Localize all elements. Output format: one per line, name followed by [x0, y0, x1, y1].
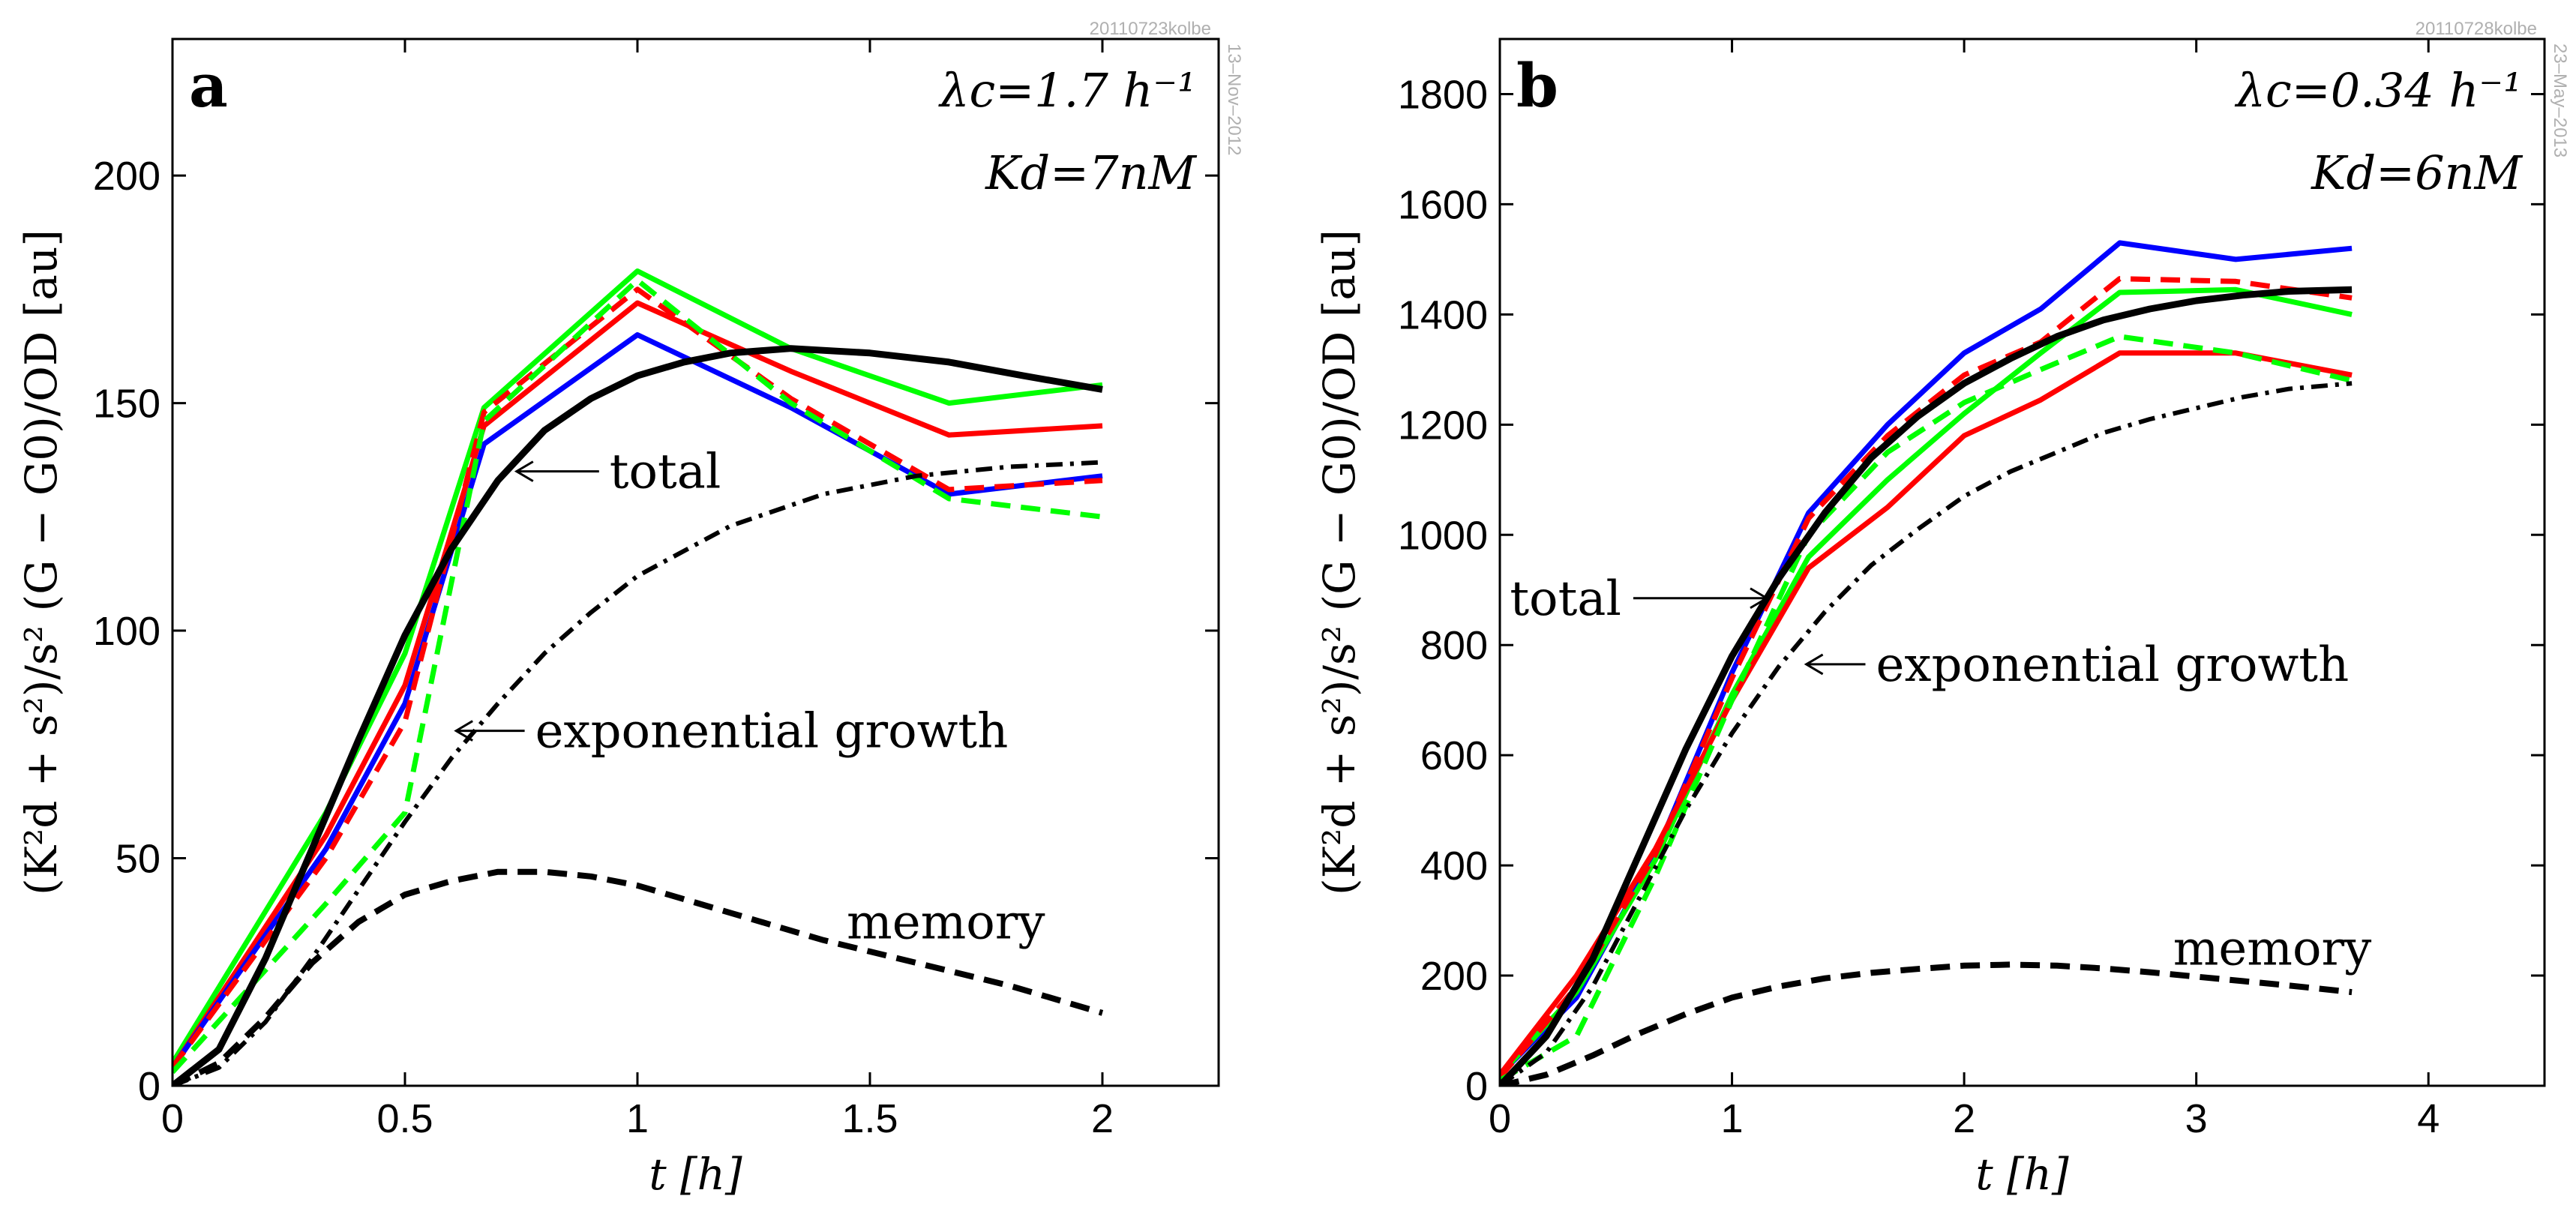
series-line-5 — [1500, 334, 2353, 1083]
annotation-label: memory — [2173, 921, 2372, 976]
series-line-6 — [172, 345, 1103, 1086]
y-tick-label: 400 — [1420, 844, 1488, 889]
param-lambda: λc=0.34 h⁻¹ — [2234, 63, 2522, 118]
param-lambda: λc=1.7 h⁻¹ — [937, 63, 1196, 118]
stamp-side: 13–Nov–2012 — [1224, 43, 1244, 155]
x-tick-label: 2 — [1953, 1096, 1975, 1141]
annotation-arrow-head — [1750, 587, 1769, 610]
series-line-2 — [1500, 286, 2353, 1077]
series-line-8 — [1500, 961, 2353, 1086]
y-tick-label: 0 — [1465, 1064, 1488, 1109]
series-line-5 — [172, 277, 1103, 1075]
stamp-side: 23–May–2013 — [2550, 43, 2570, 157]
annotation-label: exponential growth — [1876, 637, 2349, 693]
series-line-8 — [172, 868, 1104, 1086]
x-tick-label: 0 — [161, 1096, 184, 1141]
y-tick-label: 1600 — [1398, 182, 1488, 227]
series-line-7 — [172, 460, 1103, 1086]
param-kd: Kd=6nM — [2311, 145, 2523, 200]
y-axis-title: (K²d + s²)/s² (G − G0)/OD [au] — [16, 229, 67, 895]
series-line-4 — [172, 286, 1103, 1069]
y-axis-title: (K²d + s²)/s² (G − G0)/OD [au] — [1314, 229, 1365, 895]
panel-label: a — [189, 50, 228, 121]
y-tick-label: 600 — [1420, 733, 1488, 778]
panel-label: b — [1516, 50, 1558, 121]
y-tick-label: 800 — [1420, 623, 1488, 668]
y-tick-label: 1200 — [1398, 403, 1488, 448]
axes-frame — [171, 37, 1220, 1087]
annotation-label: total — [1510, 571, 1621, 627]
annotation-label: exponential growth — [535, 704, 1009, 760]
x-axis-title: t [h] — [1975, 1149, 2069, 1200]
x-tick-label: 0.5 — [376, 1096, 433, 1141]
annotation-arrow-head — [454, 720, 473, 742]
series-line-4 — [1500, 276, 2353, 1080]
y-tick-label: 50 — [115, 837, 160, 882]
stamp-top: 20110728kolbe — [2416, 19, 2537, 39]
series-line-3 — [1500, 350, 2353, 1077]
series-group — [1500, 240, 2353, 1086]
x-tick-label: 1 — [1721, 1096, 1744, 1141]
x-tick-label: 1.5 — [841, 1096, 898, 1141]
y-tick-label: 1400 — [1398, 292, 1488, 337]
y-tick-label: 0 — [138, 1064, 160, 1109]
y-tick-label: 200 — [1420, 954, 1488, 999]
series-line-2 — [172, 300, 1103, 1069]
y-tick-label: 1000 — [1398, 513, 1488, 558]
annotation-label: total — [610, 445, 721, 500]
series-line-6 — [1500, 286, 2353, 1086]
y-tick-label: 1800 — [1398, 72, 1488, 117]
x-axis-title: t [h] — [649, 1149, 742, 1200]
x-tick-label: 2 — [1091, 1096, 1114, 1141]
x-tick-label: 4 — [2417, 1096, 2440, 1141]
panel-a: 0 0.5 1 1.5 2 0 50 100 150 200 t [h] (K²d + s²)/s² … — [16, 19, 1244, 1200]
y-tick-label: 100 — [93, 609, 160, 654]
y-tick-label: 150 — [93, 382, 160, 427]
series-line-7 — [1500, 381, 2353, 1086]
x-tick-label: 3 — [2185, 1096, 2208, 1141]
series-group — [172, 268, 1104, 1086]
axes-frame — [1498, 37, 2546, 1087]
param-kd: Kd=7nM — [985, 145, 1197, 200]
annotation-label: memory — [847, 895, 1045, 950]
x-tick-label: 0 — [1489, 1096, 1511, 1141]
annotation-arrow-head — [1804, 653, 1824, 676]
stamp-top: 20110723kolbe — [1090, 19, 1211, 39]
y-tick-label: 200 — [93, 154, 160, 199]
x-tick-label: 1 — [626, 1096, 649, 1141]
panel-b: 0 1 2 3 4 0 200 400 600 800 1000 1200 1400 1600 1800 t … — [1314, 19, 2570, 1200]
annotation-arrow-head — [514, 460, 534, 482]
